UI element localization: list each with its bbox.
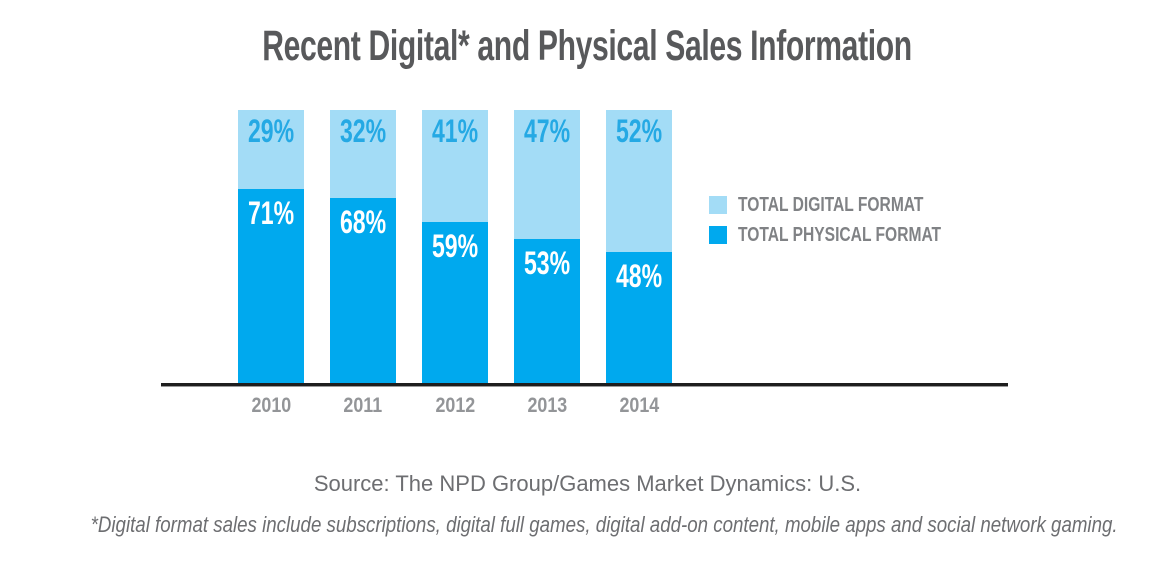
bar-2010: 29% 71% [238, 110, 304, 384]
physical-percent-label: 59% [431, 228, 479, 265]
year-label-2013: 2013 [527, 394, 567, 417]
physical-percent-label: 48% [615, 258, 663, 295]
digital-segment: 52% [606, 110, 672, 253]
year-label-2011: 2011 [343, 394, 383, 417]
digital-segment: 32% [330, 110, 396, 198]
physical-percent-label: 68% [339, 203, 387, 240]
legend-label-physical: TOTAL PHYSICAL FORMAT [738, 224, 942, 246]
physical-segment: 68% [330, 197, 396, 384]
digital-segment: 29% [238, 110, 304, 190]
physical-segment: 53% [514, 238, 580, 384]
physical-segment: 71% [238, 189, 304, 384]
bar-2011: 32% 68% [330, 110, 396, 384]
bar-2014: 52% 48% [606, 110, 672, 384]
legend-label-digital: TOTAL DIGITAL FORMAT [738, 194, 924, 216]
legend: TOTAL DIGITAL FORMAT TOTAL PHYSICAL FORM… [709, 194, 998, 246]
digital-percent-label: 47% [523, 113, 571, 149]
digital-percent-label: 29% [247, 113, 295, 149]
physical-percent-label: 53% [523, 244, 571, 281]
source-attribution: Source: The NPD Group/Games Market Dynam… [313, 471, 862, 496]
chart-title-container: Recent Digital* and Physical Sales Infor… [0, 22, 1175, 71]
bar-2012: 41% 59% [422, 110, 488, 384]
x-axis-line [161, 383, 1008, 387]
footnote: *Digital format sales include subscripti… [90, 512, 1118, 537]
digital-percent-label: 52% [615, 113, 663, 149]
physical-segment: 48% [606, 252, 672, 384]
physical-swatch-icon [709, 226, 727, 244]
year-label-2014: 2014 [619, 394, 659, 417]
footnote-container: *Digital format sales include subscripti… [0, 512, 1175, 538]
year-label-2012: 2012 [435, 394, 475, 417]
digital-percent-label: 32% [339, 113, 387, 149]
legend-item-digital: TOTAL DIGITAL FORMAT [709, 194, 998, 216]
x-axis-labels: 2010 2011 2012 2013 2014 [238, 394, 672, 417]
chart-title: Recent Digital* and Physical Sales Infor… [262, 22, 913, 70]
bar-group: 29% 71% 32% 68% 41% 59% 47% [238, 110, 672, 384]
year-label-2010: 2010 [251, 394, 291, 417]
digital-swatch-icon [709, 196, 727, 214]
physical-percent-label: 71% [247, 195, 295, 232]
bar-2013: 47% 53% [514, 110, 580, 384]
digital-segment: 47% [514, 110, 580, 239]
physical-segment: 59% [422, 222, 488, 384]
legend-item-physical: TOTAL PHYSICAL FORMAT [709, 224, 998, 246]
digital-segment: 41% [422, 110, 488, 223]
digital-percent-label: 41% [431, 113, 479, 149]
